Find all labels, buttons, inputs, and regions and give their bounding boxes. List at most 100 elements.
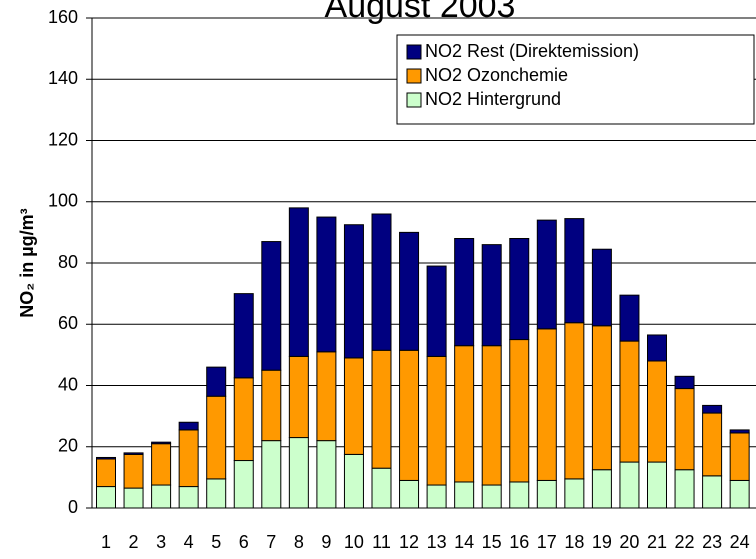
bar-segment xyxy=(454,345,475,483)
x-tick-label: 14 xyxy=(454,532,474,552)
bar-segment xyxy=(399,349,420,481)
bar-segment xyxy=(206,366,227,397)
x-tick-label: 7 xyxy=(266,532,276,552)
bar-segment xyxy=(481,484,502,509)
bar-segment xyxy=(343,224,364,359)
bar-segment xyxy=(206,395,227,480)
legend-label: NO2 Rest (Direktemission) xyxy=(425,41,639,61)
bar-segment xyxy=(371,213,392,351)
x-tick-label: 16 xyxy=(509,532,529,552)
bar-segment xyxy=(702,475,723,509)
x-tick-label: 17 xyxy=(537,532,557,552)
y-tick-label: 100 xyxy=(48,191,78,211)
bar-segment xyxy=(536,328,557,481)
bar-segment xyxy=(343,453,364,509)
bar-segment xyxy=(123,487,144,509)
y-tick-label: 160 xyxy=(48,7,78,27)
bar-segment xyxy=(536,219,557,330)
bar-segment xyxy=(288,355,309,439)
bar-segment xyxy=(702,412,723,477)
legend-swatch xyxy=(406,44,422,60)
x-tick-label: 15 xyxy=(482,532,502,552)
bar-segment xyxy=(288,207,309,357)
bar-segment xyxy=(591,248,612,327)
bar-segment xyxy=(729,432,750,481)
bar-segment xyxy=(481,345,502,486)
x-tick-label: 13 xyxy=(427,532,447,552)
y-tick-label: 60 xyxy=(58,313,78,333)
bar-segment xyxy=(288,437,309,509)
bar-segment xyxy=(178,486,199,509)
legend-swatch xyxy=(406,68,422,84)
bar-segment xyxy=(536,479,557,509)
bar-segment xyxy=(481,244,502,347)
bar-segment xyxy=(564,478,585,509)
bar-segment xyxy=(233,460,254,509)
bar-segment xyxy=(454,238,475,347)
bar-segment xyxy=(647,334,667,362)
y-tick-label: 80 xyxy=(58,252,78,272)
x-tick-label: 5 xyxy=(211,532,221,552)
bar-segment xyxy=(426,484,447,509)
y-axis-label: NO₂ in µg/m³ xyxy=(17,208,37,317)
bar-segment xyxy=(261,241,282,371)
legend-swatch xyxy=(406,92,422,108)
x-tick-label: 18 xyxy=(564,532,584,552)
bar-segment xyxy=(178,429,199,488)
bar-segment xyxy=(619,294,640,342)
chart-title: August 2003 xyxy=(325,0,516,25)
bar-segment xyxy=(591,325,612,471)
bar-segment xyxy=(399,231,420,351)
bar-segment xyxy=(591,469,612,509)
x-tick-label: 22 xyxy=(675,532,695,552)
x-tick-label: 24 xyxy=(730,532,750,552)
bar-segment xyxy=(261,440,282,509)
bar-segment xyxy=(96,456,116,460)
bar-segment xyxy=(178,421,199,431)
x-tick-label: 23 xyxy=(702,532,722,552)
x-tick-label: 2 xyxy=(129,532,139,552)
bar-segment xyxy=(316,440,337,509)
legend-box xyxy=(396,34,755,125)
y-tick-label: 20 xyxy=(58,436,78,456)
bar-segment xyxy=(123,452,144,455)
y-tick-label: 120 xyxy=(48,129,78,149)
bar-segment xyxy=(674,469,695,509)
x-tick-label: 11 xyxy=(372,532,391,552)
x-tick-label: 6 xyxy=(239,532,249,552)
bar-segment xyxy=(233,377,254,462)
bar-segment xyxy=(647,461,667,509)
bar-segment xyxy=(316,351,337,442)
bar-segment xyxy=(729,479,750,509)
bar-segment xyxy=(619,461,640,509)
x-tick-label: 3 xyxy=(156,532,166,552)
bar-segment xyxy=(674,388,695,471)
x-tick-label: 19 xyxy=(592,532,612,552)
bar-segment xyxy=(454,481,475,509)
bar-segment xyxy=(123,453,144,489)
bar-segment xyxy=(151,443,172,486)
bar-segment xyxy=(729,429,750,434)
x-tick-label: 9 xyxy=(321,532,331,552)
x-tick-label: 4 xyxy=(184,532,194,552)
bar-segment xyxy=(426,265,447,357)
x-tick-label: 1 xyxy=(101,532,111,552)
legend-label: NO2 Ozonchemie xyxy=(425,65,568,85)
bar-segment xyxy=(619,340,640,463)
x-tick-label: 20 xyxy=(619,532,639,552)
bar-segment xyxy=(509,481,530,509)
bar-segment xyxy=(316,216,337,353)
bar-segment xyxy=(371,467,392,509)
bar-segment xyxy=(702,404,723,414)
bar-segment xyxy=(96,486,116,509)
y-tick-label: 140 xyxy=(48,68,78,88)
bar-segment xyxy=(371,349,392,469)
y-tick-label: 0 xyxy=(68,497,78,517)
bar-segment xyxy=(426,355,447,486)
bar-segment xyxy=(343,357,364,455)
bar-segment xyxy=(151,441,172,445)
x-tick-label: 12 xyxy=(399,532,419,552)
bar-segment xyxy=(674,375,695,390)
